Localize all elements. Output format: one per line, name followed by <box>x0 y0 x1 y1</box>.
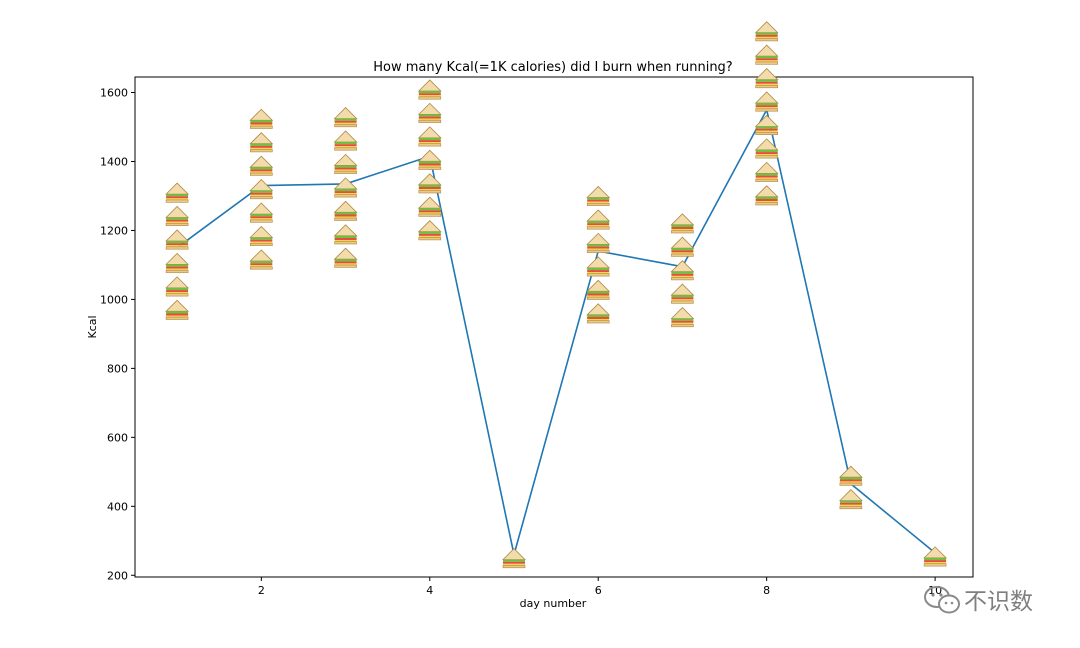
plot-area <box>134 76 974 578</box>
plot-frame <box>134 76 974 578</box>
y-tick-label: 1000 <box>100 293 128 306</box>
x-tick-label: 4 <box>426 584 433 597</box>
x-axis-ticks: 2 4 6 8 10 <box>258 577 942 597</box>
chart-title: How many Kcal(=1K calories) did I burn w… <box>373 60 732 75</box>
watermark-text: 不识数 <box>964 589 1033 615</box>
x-tick-label: 8 <box>763 584 770 597</box>
sandwich-icon <box>755 44 779 65</box>
wechat-icon <box>924 586 960 614</box>
x-tick-label: 6 <box>595 584 602 597</box>
series-line <box>176 107 936 555</box>
y-axis-ticks: 200 400 600 800 1000 1200 1400 1600 <box>100 87 135 582</box>
sandwich-icon <box>755 68 779 89</box>
watermark: 不识数 <box>924 586 1033 615</box>
x-axis-label: day number <box>520 597 587 610</box>
y-tick-label: 400 <box>107 500 128 513</box>
y-tick-label: 200 <box>107 569 128 582</box>
y-tick-label: 1200 <box>100 224 128 237</box>
y-tick-label: 800 <box>107 362 128 375</box>
y-tick-label: 600 <box>107 431 128 444</box>
y-tick-label: 1600 <box>100 87 128 100</box>
sandwich-icon <box>755 21 779 42</box>
kcal-series-line <box>176 107 936 555</box>
y-axis-label: Kcal <box>86 315 99 338</box>
y-tick-label: 1400 <box>100 155 128 168</box>
x-tick-label: 2 <box>258 584 265 597</box>
